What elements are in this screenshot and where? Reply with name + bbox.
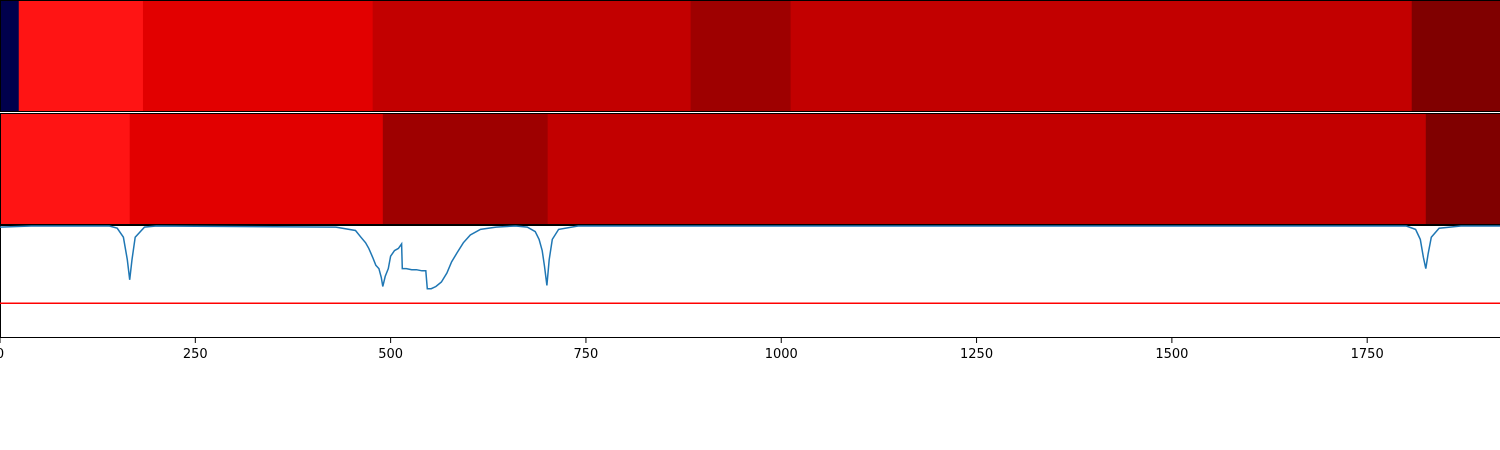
line-panel-background xyxy=(0,225,1500,338)
track-1-segment-7 xyxy=(1411,1,1500,112)
track-2-segment-5 xyxy=(1425,113,1500,225)
track-1-segment-1 xyxy=(0,1,20,112)
x-tick-label: 750 xyxy=(574,347,599,362)
x-tick-label: 250 xyxy=(183,347,208,362)
track-1-segment-3 xyxy=(142,1,374,112)
track-1-segment-2 xyxy=(18,1,144,112)
track-1-segment-4 xyxy=(372,1,692,112)
track-1-frame xyxy=(0,0,1500,112)
heatmap-track-2 xyxy=(0,113,1500,225)
track-2-segment-2 xyxy=(129,113,384,225)
track-2-segment-1 xyxy=(0,113,131,225)
signal-series-line xyxy=(0,225,1500,290)
x-tick-label: 500 xyxy=(378,347,403,362)
track-1-segment-5 xyxy=(690,1,792,112)
line-panel xyxy=(0,225,1500,338)
x-tick-label: 1250 xyxy=(960,347,993,362)
heatmap-track-1 xyxy=(0,1,1500,112)
track-2-segment-4 xyxy=(547,113,1427,225)
x-tick-label: 0 xyxy=(0,347,4,362)
track-1-segment-6 xyxy=(790,1,1413,112)
track-2-segment-3 xyxy=(382,113,549,225)
x-axis: 0 250 500 750 1000 1250 1500 1750 xyxy=(0,338,1384,362)
x-tick-label: 1000 xyxy=(765,347,798,362)
track-2-frame xyxy=(0,113,1500,225)
x-tick-label: 1750 xyxy=(1351,347,1384,362)
x-tick-label: 1500 xyxy=(1155,347,1188,362)
